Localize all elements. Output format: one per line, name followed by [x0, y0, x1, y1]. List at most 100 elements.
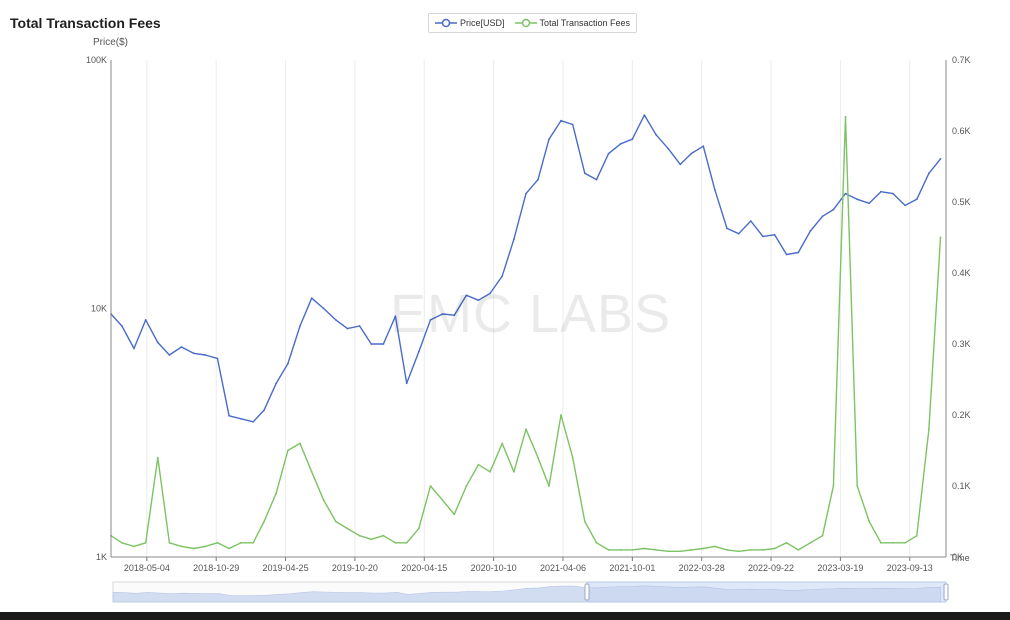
right-tick-label: 0K	[952, 552, 963, 562]
data-point	[619, 549, 622, 551]
data-point	[773, 547, 776, 550]
data-point	[417, 350, 420, 353]
data-point	[844, 192, 847, 195]
data-point	[405, 382, 408, 385]
data-point	[394, 541, 397, 544]
data-point	[133, 545, 135, 548]
x-tick-label: 2023-09-13	[887, 563, 933, 573]
data-point	[370, 343, 373, 345]
data-point	[892, 541, 894, 544]
data-point	[513, 238, 515, 241]
data-point	[679, 550, 682, 553]
data-point	[252, 541, 255, 544]
data-point	[915, 534, 918, 537]
data-point	[180, 545, 183, 548]
data-point	[762, 549, 764, 551]
right-tick-label: 0.7K	[952, 55, 971, 65]
data-point	[880, 541, 882, 544]
legend-item-price[interactable]: Price[USD]	[435, 18, 505, 28]
data-point	[655, 549, 657, 551]
data-point	[133, 347, 135, 350]
data-point	[643, 547, 646, 550]
data-point	[667, 147, 670, 150]
data-point	[856, 198, 859, 201]
data-point	[156, 456, 159, 459]
data-point	[453, 513, 456, 516]
data-point	[394, 315, 397, 318]
legend-fees-marker-icon	[514, 18, 537, 28]
data-point	[477, 299, 480, 302]
data-point	[631, 549, 634, 551]
data-point	[928, 428, 930, 431]
data-point	[809, 230, 812, 232]
data-point	[868, 520, 871, 523]
data-point	[501, 275, 504, 277]
data-point	[892, 192, 894, 195]
data-point	[489, 292, 491, 295]
data-point	[192, 352, 195, 355]
data-point	[702, 145, 705, 148]
left-tick-label: 10K	[91, 304, 107, 314]
data-point	[797, 251, 800, 254]
data-point	[453, 314, 456, 317]
data-point	[844, 115, 847, 118]
data-point	[501, 442, 504, 445]
zoom-handle-right[interactable]	[943, 583, 949, 601]
data-point	[168, 354, 171, 356]
legend-item-fees[interactable]: Total Transaction Fees	[514, 18, 630, 28]
right-tick-label: 0.1K	[952, 481, 971, 491]
data-point	[252, 420, 255, 423]
axes: 2018-05-04 2018-10-29 2019-04-25 2019-10-20…	[86, 55, 971, 573]
data-point	[240, 541, 243, 544]
data-point	[714, 189, 716, 191]
zoom-handle-left[interactable]	[584, 583, 590, 601]
data-point	[228, 547, 231, 550]
x-tick-label: 2022-03-28	[679, 563, 725, 573]
x-tick-label: 2022-09-22	[748, 563, 794, 573]
legend-price-marker-icon	[435, 18, 457, 28]
data-point	[121, 325, 123, 327]
data-point	[667, 550, 670, 553]
right-tick-label: 0.5K	[952, 197, 971, 207]
data-point	[299, 325, 301, 327]
data-point	[583, 172, 586, 175]
data-point	[525, 192, 527, 195]
data-point	[204, 545, 207, 548]
data-point	[904, 204, 906, 207]
fees-series	[110, 115, 942, 553]
data-point	[275, 382, 278, 385]
data-point	[299, 442, 301, 445]
data-point	[192, 547, 195, 550]
zoom-preview	[112, 585, 941, 603]
x-axis-end-label: Time	[950, 553, 970, 563]
data-point	[489, 470, 491, 473]
data-point	[525, 428, 527, 431]
data-point	[690, 152, 693, 155]
x-tick-label: 2020-04-15	[401, 563, 447, 573]
data-point	[655, 133, 657, 136]
x-tick-label: 2018-10-29	[193, 563, 239, 573]
data-point	[939, 236, 942, 239]
data-point	[275, 492, 278, 494]
data-point	[643, 114, 646, 116]
data-point	[156, 341, 159, 344]
left-axis-title: Price($)	[93, 37, 129, 48]
data-zoom-slider	[112, 581, 949, 603]
bottom-edge	[0, 612, 1010, 620]
data-point	[216, 541, 219, 544]
data-point	[322, 499, 325, 502]
data-point	[785, 541, 788, 544]
data-point	[287, 449, 289, 452]
data-point	[762, 235, 764, 238]
data-point	[560, 119, 562, 122]
data-point	[322, 307, 325, 310]
data-point	[595, 178, 598, 181]
left-tick-label: 1K	[96, 552, 107, 562]
data-point	[537, 178, 539, 181]
data-point	[868, 202, 871, 205]
data-point	[726, 227, 728, 230]
x-tick-label: 2023-03-19	[817, 563, 863, 573]
data-point	[679, 163, 682, 166]
data-point	[548, 138, 550, 141]
